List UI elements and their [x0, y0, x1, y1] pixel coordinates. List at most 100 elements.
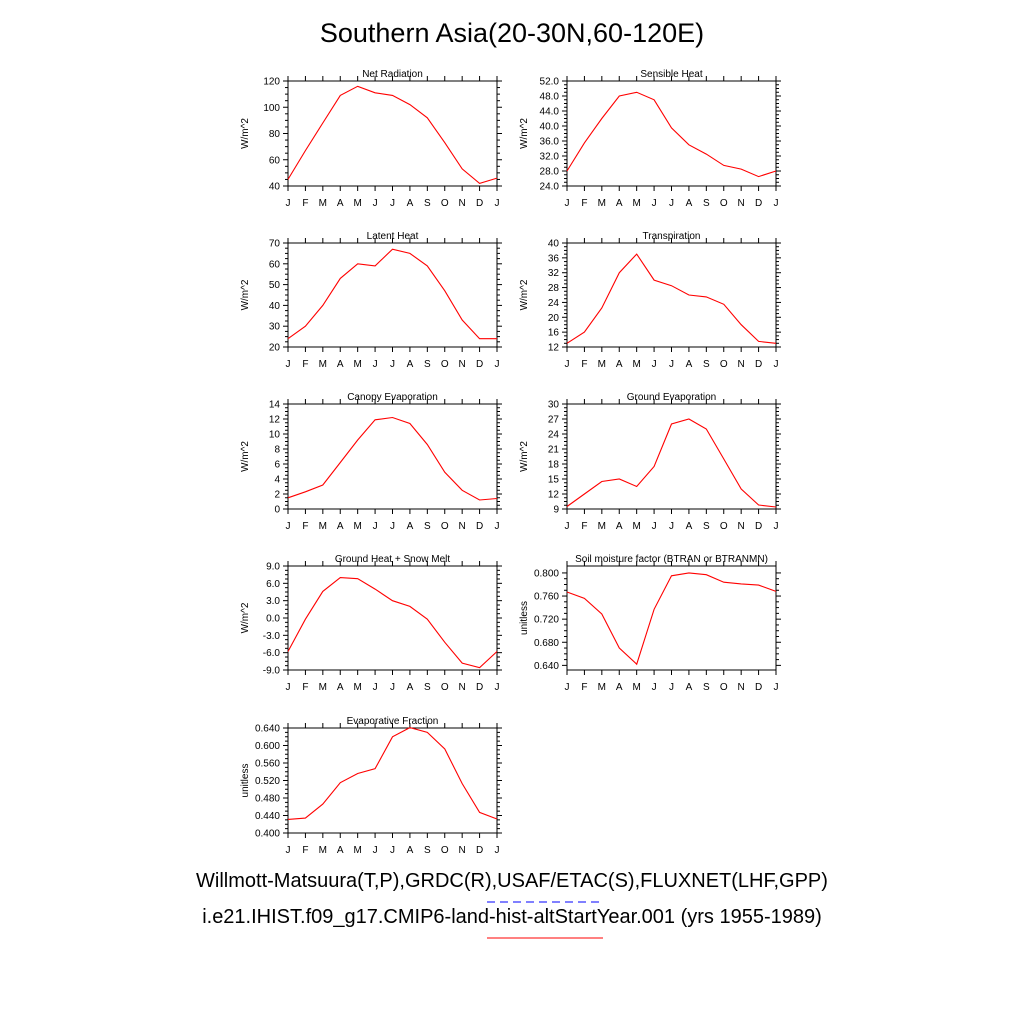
x-tick-label: J — [652, 198, 657, 209]
x-tick-label: J — [495, 198, 500, 209]
x-tick-label: S — [424, 845, 431, 856]
y-tick-label: 28.0 — [540, 167, 560, 178]
y-tick-label: 40 — [548, 239, 560, 250]
x-tick-label: M — [353, 682, 361, 693]
x-tick-label: N — [738, 359, 745, 370]
x-tick-label: O — [441, 359, 449, 370]
x-tick-label: S — [424, 682, 431, 693]
x-tick-label: J — [774, 682, 779, 693]
x-tick-label: J — [286, 682, 291, 693]
y-tick-label: 12 — [548, 343, 560, 354]
x-tick-label: J — [373, 198, 378, 209]
x-tick-label: J — [390, 198, 395, 209]
x-tick-label: A — [407, 359, 414, 370]
y-tick-label: 0.440 — [255, 811, 280, 822]
x-tick-label: F — [302, 521, 308, 532]
y-tick-label: 32.0 — [540, 152, 560, 163]
y-tick-label: 32 — [548, 268, 560, 279]
x-tick-label: J — [390, 682, 395, 693]
x-tick-label: S — [424, 521, 431, 532]
x-tick-label: D — [476, 359, 483, 370]
y-tick-label: 3.0 — [266, 596, 280, 607]
y-tick-label: 8 — [274, 445, 280, 456]
y-tick-label: 30 — [269, 322, 281, 333]
y-tick-label: 0.760 — [534, 592, 559, 603]
x-tick-label: J — [495, 845, 500, 856]
y-tick-label: 12 — [269, 415, 281, 426]
series-line — [287, 727, 498, 820]
y-tick-label: 0.640 — [534, 661, 559, 672]
x-tick-label: S — [703, 359, 710, 370]
x-tick-label: M — [598, 359, 606, 370]
x-tick-label: J — [669, 359, 674, 370]
y-tick-label: 2 — [274, 490, 280, 501]
plot-frame — [566, 242, 777, 348]
y-tick-label: 24 — [548, 298, 560, 309]
series-line — [566, 91, 777, 178]
x-tick-label: J — [373, 682, 378, 693]
panel-title: Ground Heat + Snow Melt — [335, 554, 451, 565]
x-tick-label: M — [319, 845, 327, 856]
panel-title: Soil moisture factor (BTRAN or BTRANMN) — [575, 554, 768, 565]
panel-title: Transpiration — [643, 231, 701, 242]
x-tick-label: A — [407, 521, 414, 532]
y-tick-label: 0.0 — [266, 614, 280, 625]
x-tick-label: M — [632, 198, 640, 209]
x-tick-label: M — [319, 682, 327, 693]
x-tick-label: O — [441, 198, 449, 209]
panel-title: Net Radiation — [362, 69, 423, 80]
y-tick-label: 40.0 — [540, 122, 560, 133]
y-tick-label: 100 — [263, 103, 280, 114]
x-tick-label: J — [373, 359, 378, 370]
y-tick-label: 18 — [548, 460, 560, 471]
x-tick-label: M — [319, 521, 327, 532]
y-tick-label: 60 — [269, 155, 281, 166]
x-tick-label: D — [476, 845, 483, 856]
x-tick-label: D — [755, 682, 762, 693]
x-tick-label: F — [302, 682, 308, 693]
panel-title: Evaporative Fraction — [347, 716, 439, 727]
y-tick-label: 28 — [548, 283, 560, 294]
series-line — [287, 248, 497, 340]
x-tick-label: S — [424, 359, 431, 370]
plot-frame — [287, 403, 498, 510]
y-tick-label: 0.600 — [255, 741, 280, 752]
y-tick-label: 0.640 — [255, 724, 280, 735]
x-tick-label: O — [720, 521, 728, 532]
x-tick-label: J — [373, 521, 378, 532]
panel-title: Latent Heat — [367, 231, 419, 242]
x-tick-label: J — [774, 198, 779, 209]
y-tick-label: 30 — [548, 400, 560, 411]
x-tick-label: J — [565, 521, 570, 532]
series-line — [566, 253, 777, 344]
x-tick-label: J — [774, 359, 779, 370]
x-tick-label: A — [686, 682, 693, 693]
x-tick-label: D — [755, 198, 762, 209]
y-axis-label: W/m^2 — [240, 602, 251, 633]
x-tick-label: M — [353, 845, 361, 856]
y-tick-label: 9 — [553, 505, 559, 516]
y-tick-label: 27 — [548, 415, 560, 426]
y-tick-label: 15 — [548, 475, 560, 486]
x-tick-label: F — [302, 845, 308, 856]
x-tick-label: D — [755, 521, 762, 532]
x-tick-label: J — [390, 521, 395, 532]
x-tick-label: O — [720, 359, 728, 370]
x-tick-label: O — [720, 198, 728, 209]
y-tick-label: 0.400 — [255, 829, 280, 840]
x-tick-label: J — [390, 359, 395, 370]
series-line — [566, 418, 777, 508]
x-tick-label: M — [353, 359, 361, 370]
x-tick-label: J — [286, 845, 291, 856]
y-axis-label: unitless — [240, 764, 251, 798]
x-tick-label: N — [459, 682, 466, 693]
x-tick-label: A — [337, 682, 344, 693]
x-tick-label: M — [319, 198, 327, 209]
y-tick-label: 120 — [263, 77, 280, 88]
x-tick-label: J — [565, 198, 570, 209]
x-tick-label: A — [616, 198, 623, 209]
